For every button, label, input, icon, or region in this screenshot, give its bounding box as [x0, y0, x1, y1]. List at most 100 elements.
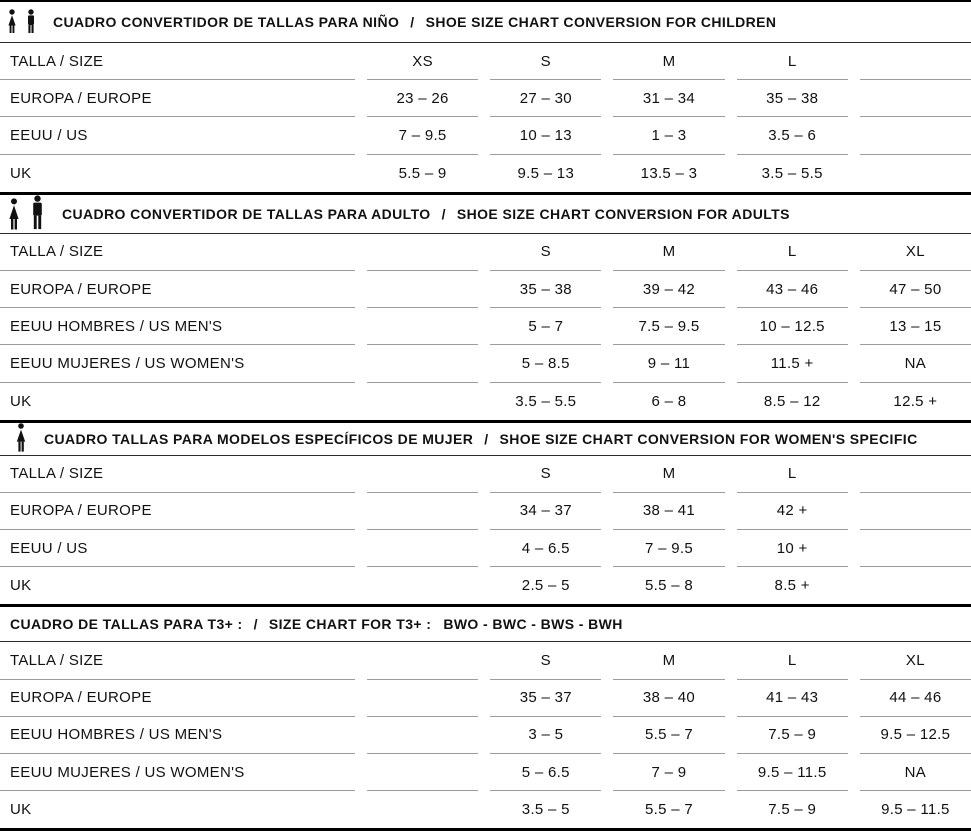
size-value-cell: NA	[859, 345, 971, 383]
size-value-cell: 35 – 38	[490, 271, 602, 309]
size-value-cell: 3.5 – 5.5	[761, 164, 823, 182]
child-boy-icon	[28, 8, 34, 33]
size-value-cell: 34 – 37	[490, 493, 602, 531]
size-value-cell: 44 – 46	[859, 680, 971, 717]
size-value-cell	[367, 791, 478, 828]
size-value-cell: 7 – 9.5	[367, 117, 479, 155]
section-adults-title: CUADRO CONVERTIDOR DE TALLAS PARA ADULTO…	[62, 206, 790, 222]
section-adults-icons	[6, 195, 46, 233]
size-value-cell: 41 – 43	[736, 680, 848, 717]
size-value-cell: 5 – 6.5	[490, 754, 602, 792]
section-adults-table: TALLA / SIZE S M L XL EUROPA / EUROPE 35…	[0, 234, 971, 420]
size-value-cell	[859, 493, 971, 531]
size-value-cell: 31 – 34	[613, 80, 725, 118]
size-value-cell: 9.5 – 11.5	[881, 801, 950, 819]
table-row-uk: UK 5.5 – 9 9.5 – 13 13.5 – 3 3.5 – 5.5	[0, 155, 971, 192]
size-value-cell: 3.5 – 6	[736, 117, 848, 155]
size-value-cell: 5.5 – 7	[613, 717, 725, 754]
size-value-cell: 10 – 13	[490, 117, 602, 155]
size-value-cell: 13 – 15	[859, 308, 971, 346]
size-value-cell: 7 – 9	[613, 754, 725, 792]
row-label: EEUU MUJERES / US WOMEN'S	[0, 345, 355, 383]
row-label: EEUU / US	[0, 530, 355, 568]
row-label: UK	[10, 392, 32, 410]
size-value-cell: 35 – 37	[490, 680, 602, 717]
size-value-cell: 7.5 – 9.5	[613, 308, 725, 346]
slash-separator: /	[441, 205, 446, 222]
size-value-cell: 9.5 – 12.5	[859, 717, 971, 754]
size-col-header: L	[736, 456, 848, 493]
table-row-size: TALLA / SIZE S M L XL	[0, 234, 971, 271]
size-value-cell	[860, 155, 971, 192]
row-label: UK	[10, 801, 32, 819]
size-col-header	[367, 456, 479, 493]
section-women-icons	[14, 422, 28, 455]
size-value-cell: 5 – 7	[490, 308, 602, 346]
row-label: EEUU HOMBRES / US MEN'S	[0, 717, 355, 754]
row-label: TALLA / SIZE	[0, 642, 355, 680]
size-value-cell	[367, 717, 479, 754]
table-row-us: EEUU / US 7 – 9.5 10 – 13 1 – 3 3.5 – 6	[0, 117, 971, 155]
size-col-header: S	[490, 456, 602, 493]
size-value-cell: 4 – 6.5	[490, 530, 602, 568]
row-label: EUROPA / EUROPE	[0, 680, 355, 717]
size-col-header: L	[736, 234, 848, 271]
size-value-cell: 5.5 – 7	[645, 801, 693, 819]
table-row-size: TALLA / SIZE S M L XL	[0, 642, 971, 680]
size-value-cell: 3.5 – 5.5	[515, 392, 577, 410]
size-value-cell: NA	[859, 754, 971, 792]
table-row-uk: UK 3.5 – 5 5.5 – 7 7.5 – 9 9.5 – 11.5	[0, 791, 971, 828]
table-row-us-womens: EEUU MUJERES / US WOMEN'S 5 – 6.5 7 – 9 …	[0, 754, 971, 792]
size-value-cell	[367, 345, 479, 383]
size-value-cell: 3 – 5	[490, 717, 602, 754]
row-label: TALLA / SIZE	[0, 43, 355, 81]
size-value-cell: 9 – 11	[613, 345, 725, 383]
row-label: TALLA / SIZE	[0, 234, 355, 271]
size-col-header: M	[613, 43, 725, 81]
size-value-cell	[860, 567, 971, 604]
section-women-specific: CUADRO TALLAS PARA MODELOS ESPECÍFICOS D…	[0, 419, 971, 605]
size-col-header: M	[613, 456, 725, 493]
size-value-cell: 38 – 40	[613, 680, 725, 717]
size-value-cell	[367, 493, 479, 531]
size-value-cell	[367, 567, 478, 604]
size-value-cell: 39 – 42	[613, 271, 725, 309]
size-value-cell: 7.5 – 9	[736, 717, 848, 754]
table-row-uk: UK 3.5 – 5.5 6 – 8 8.5 – 12 12.5 +	[0, 383, 971, 420]
size-value-cell: 5 – 8.5	[490, 345, 602, 383]
row-label: UK	[10, 164, 32, 182]
size-col-header: XS	[367, 43, 479, 81]
adult-man-icon	[33, 195, 42, 229]
size-value-cell	[859, 530, 971, 568]
size-value-cell: 8.5 – 12	[763, 392, 821, 410]
size-col-header: L	[736, 43, 848, 81]
size-col-header: L	[736, 642, 848, 680]
size-value-cell: 13.5 – 3	[640, 164, 698, 182]
size-value-cell: 12.5 +	[893, 392, 938, 410]
size-value-cell: 35 – 38	[736, 80, 848, 118]
section-t3: CUADRO DE TALLAS PARA T3+ : / SIZE CHART F…	[0, 604, 971, 828]
size-col-header: S	[490, 43, 602, 81]
size-value-cell	[367, 754, 479, 792]
size-col-header	[367, 234, 479, 271]
row-label: EEUU HOMBRES / US MEN'S	[0, 308, 355, 346]
size-value-cell: 10 +	[736, 530, 848, 568]
section-t3-table: TALLA / SIZE S M L XL EUROPA / EUROPE 35…	[0, 642, 971, 828]
size-value-cell: 47 – 50	[859, 271, 971, 309]
size-col-header: S	[490, 234, 602, 271]
row-label: EEUU / US	[0, 117, 355, 155]
size-col-header	[859, 456, 971, 493]
t3-model-codes: BWO - BWC - BWS - BWH	[443, 616, 623, 633]
size-col-header: M	[613, 642, 725, 680]
row-label: EEUU MUJERES / US WOMEN'S	[0, 754, 355, 792]
size-value-cell: 38 – 41	[613, 493, 725, 531]
size-value-cell: 9.5 – 11.5	[736, 754, 848, 792]
size-value-cell: 6 – 8	[651, 392, 687, 410]
table-row-size: TALLA / SIZE XS S M L	[0, 43, 971, 81]
row-label: EUROPA / EUROPE	[0, 271, 355, 309]
row-label: TALLA / SIZE	[0, 456, 355, 493]
section-children: CUADRO CONVERTIDOR DE TALLAS PARA NIÑO / S…	[0, 2, 971, 192]
size-col-header	[859, 43, 971, 81]
size-value-cell	[859, 117, 971, 155]
